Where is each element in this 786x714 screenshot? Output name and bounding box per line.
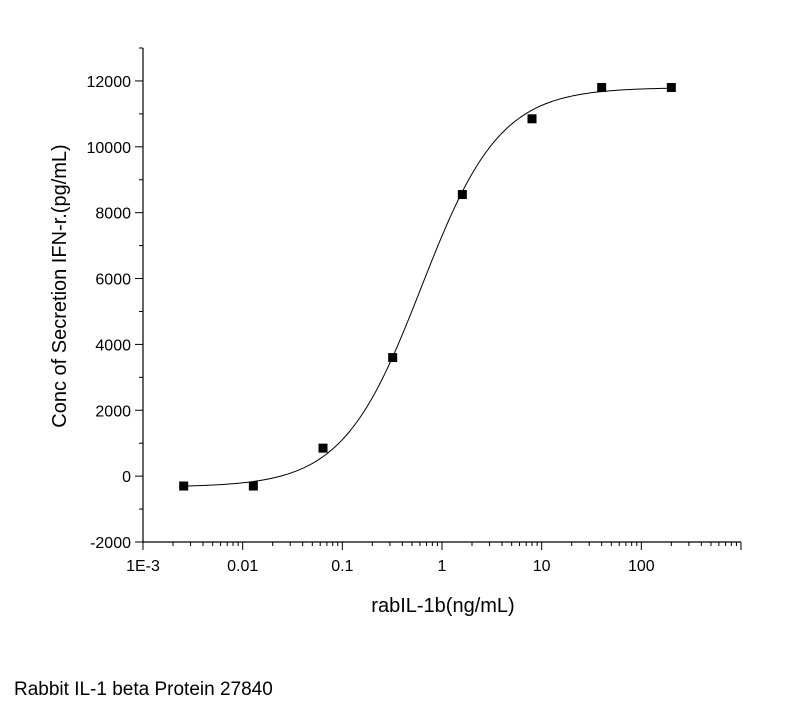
fit-curve <box>183 87 672 487</box>
data-point <box>248 481 258 491</box>
y-axis-title: Conc of Secretion IFN-r.(pg/mL) <box>49 144 71 427</box>
x-ticks: 1E-3 0.01 0.1 1 10 100 <box>126 542 742 575</box>
data-points <box>179 83 676 491</box>
data-point <box>666 83 676 93</box>
data-point <box>597 83 607 93</box>
y-tick-label: 6000 <box>95 272 131 289</box>
y-tick-label: 0 <box>122 469 131 486</box>
y-ticks: -2000 0 2000 4000 6000 8000 10000 12000 <box>87 47 143 552</box>
x-tick-label: 0.01 <box>227 558 258 575</box>
data-point <box>527 114 537 124</box>
data-point <box>457 190 467 200</box>
x-tick-label: 1E-3 <box>126 558 160 575</box>
axes <box>142 48 741 543</box>
x-tick-label: 1 <box>438 558 447 575</box>
y-tick-label: 2000 <box>95 403 131 420</box>
y-tick-label: -2000 <box>90 535 131 552</box>
y-tick-label: 4000 <box>95 337 131 354</box>
x-axis-title: rabIL-1b(ng/mL) <box>371 595 514 617</box>
data-point <box>388 353 398 363</box>
y-tick-label: 8000 <box>95 206 131 223</box>
data-point <box>179 481 189 491</box>
y-tick-label: 10000 <box>87 140 132 157</box>
caption: Rabbit IL-1 beta Protein 27840 <box>14 679 273 700</box>
x-tick-label: 100 <box>628 558 655 575</box>
y-tick-label: 12000 <box>87 74 132 91</box>
chart: 1E-3 0.01 0.1 1 10 100 -2000 0 2000 4000 6000 8000… <box>49 47 742 617</box>
x-tick-label: 10 <box>533 558 551 575</box>
x-tick-label: 0.1 <box>331 558 353 575</box>
data-point <box>318 443 328 453</box>
